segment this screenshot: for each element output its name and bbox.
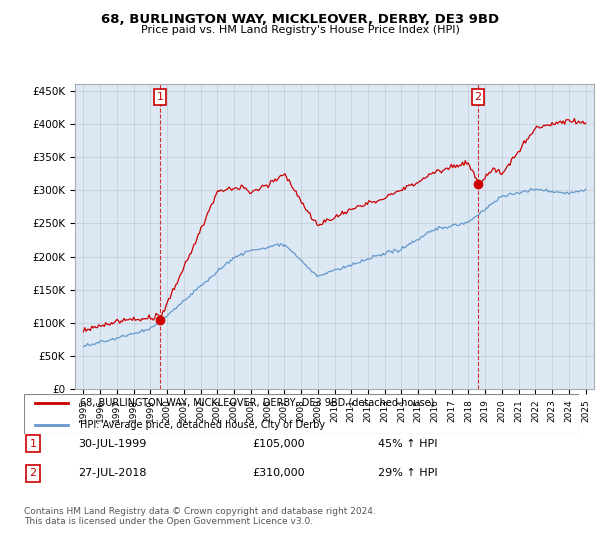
- Text: £310,000: £310,000: [252, 468, 305, 478]
- Text: £105,000: £105,000: [252, 438, 305, 449]
- Text: 2: 2: [29, 468, 37, 478]
- Text: 68, BURLINGTON WAY, MICKLEOVER, DERBY, DE3 9BD (detached house): 68, BURLINGTON WAY, MICKLEOVER, DERBY, D…: [79, 398, 434, 408]
- Text: Contains HM Land Registry data © Crown copyright and database right 2024.
This d: Contains HM Land Registry data © Crown c…: [24, 507, 376, 526]
- Text: HPI: Average price, detached house, City of Derby: HPI: Average price, detached house, City…: [79, 420, 325, 430]
- Text: 27-JUL-2018: 27-JUL-2018: [78, 468, 146, 478]
- Text: 1: 1: [29, 438, 37, 449]
- Text: 2: 2: [475, 92, 482, 102]
- Text: 68, BURLINGTON WAY, MICKLEOVER, DERBY, DE3 9BD: 68, BURLINGTON WAY, MICKLEOVER, DERBY, D…: [101, 13, 499, 26]
- Text: 29% ↑ HPI: 29% ↑ HPI: [378, 468, 437, 478]
- Text: Price paid vs. HM Land Registry's House Price Index (HPI): Price paid vs. HM Land Registry's House …: [140, 25, 460, 35]
- Text: 1: 1: [157, 92, 164, 102]
- Text: 45% ↑ HPI: 45% ↑ HPI: [378, 438, 437, 449]
- Text: 30-JUL-1999: 30-JUL-1999: [78, 438, 146, 449]
